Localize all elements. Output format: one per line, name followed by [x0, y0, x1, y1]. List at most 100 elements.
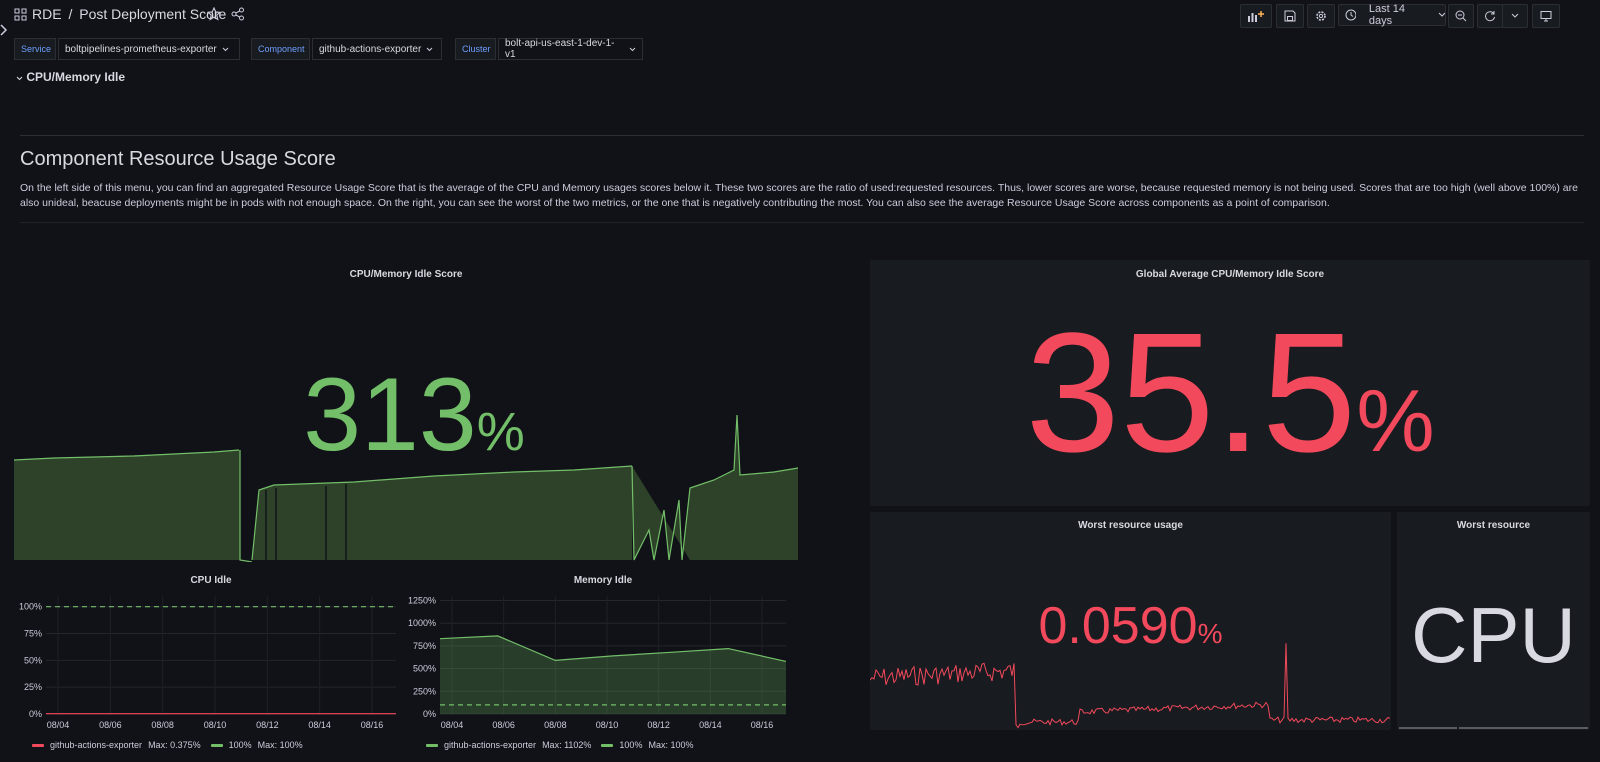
panel-title: Worst resource — [1456, 520, 1531, 531]
worst-resource-value: CPU — [1411, 591, 1576, 679]
y-tick-label: 1000% — [408, 618, 436, 628]
memory-idle-chart[interactable]: 0% 250% 500% 750% 1000% 1250% 08/04 08/06 08/08 0… — [408, 588, 798, 736]
star-icon[interactable] — [207, 7, 221, 21]
chevron-down-icon — [1438, 12, 1445, 17]
idle-score-value: 313 — [303, 357, 477, 473]
legend-series-stat: Max: 100% — [257, 740, 303, 750]
refresh-button[interactable] — [1477, 4, 1503, 28]
gear-icon — [1316, 11, 1326, 21]
x-tick-label: 08/06 — [99, 720, 122, 730]
y-tick-label: 100% — [19, 602, 42, 612]
breadcrumb-app[interactable]: RDE — [32, 6, 62, 22]
legend-series-name[interactable]: 100% — [619, 740, 643, 750]
legend-swatch — [32, 743, 44, 747]
time-picker-button[interactable]: Last 14 days — [1338, 3, 1446, 27]
legend-series-name[interactable]: github-actions-exporter — [444, 740, 537, 750]
worst-resource-bar — [1399, 727, 1457, 729]
y-tick-label: 50% — [24, 655, 42, 665]
x-tick-label: 08/10 — [596, 720, 619, 730]
global-average-value: 35.5 — [1025, 298, 1357, 488]
x-tick-label: 08/10 — [204, 720, 227, 730]
x-tick-label: 08/12 — [256, 720, 279, 730]
chevron-down-icon — [222, 47, 229, 51]
save-icon — [1284, 10, 1296, 22]
legend-series-stat: Max: 100% — [648, 740, 694, 750]
cpu-idle-panel[interactable]: CPU Idle 0% 25% 50% 75% 100% 08/04 08/06 08/08 0… — [14, 568, 408, 758]
variable-label-cluster: Cluster — [455, 38, 496, 60]
idle-score-unit: % — [476, 402, 525, 462]
row-title: CPU/Memory Idle — [26, 70, 126, 84]
global-average-stat: 35.5% — [870, 300, 1590, 486]
y-tick-label: 1250% — [408, 596, 436, 606]
chevron-down-icon — [629, 47, 636, 51]
worst-usage-panel[interactable]: Worst resource usage 0.0590% — [870, 512, 1391, 730]
chevron-down-icon — [1511, 13, 1519, 18]
save-dashboard-button[interactable] — [1276, 4, 1304, 28]
row-header[interactable]: CPU/Memory Idle — [16, 70, 125, 84]
x-tick-label: 08/16 — [751, 720, 774, 730]
clock-icon — [1345, 9, 1356, 21]
cpu-idle-chart[interactable]: 0% 25% 50% 75% 100% 08/04 08/06 08/08 08/10 08/12… — [14, 588, 408, 736]
worst-resource-panel[interactable]: Worst resource CPU — [1397, 512, 1590, 730]
variable-select-component[interactable]: github-actions-exporter — [312, 38, 442, 60]
x-tick-label: 08/08 — [544, 720, 567, 730]
x-tick-label: 08/04 — [47, 720, 70, 730]
legend-swatch — [601, 743, 614, 747]
breadcrumb-separator: / — [68, 6, 73, 22]
share-icon[interactable] — [231, 7, 245, 21]
memory-idle-panel[interactable]: Memory Idle 0% 250% 500% 750% 1000% 1250% 08/0… — [408, 568, 798, 758]
variable-label-service: Service — [14, 38, 56, 60]
add-panel-icon — [1248, 11, 1264, 22]
apps-grid-icon[interactable] — [14, 8, 27, 21]
side-expand-icon[interactable] — [0, 24, 8, 36]
y-tick-label: 750% — [413, 641, 436, 651]
x-tick-label: 08/06 — [492, 720, 515, 730]
x-tick-label: 08/04 — [441, 720, 464, 730]
worst-resource-bar — [1459, 727, 1588, 729]
legend-series-name[interactable]: 100% — [228, 740, 252, 750]
text-panel-body: On the left side of this menu, you can f… — [20, 182, 1578, 209]
legend-swatch — [426, 743, 438, 747]
series-line — [439, 635, 787, 662]
zoom-out-icon — [1455, 10, 1467, 22]
legend-series-name[interactable]: github-actions-exporter — [50, 740, 143, 750]
divider — [20, 135, 1584, 136]
zoom-out-button[interactable] — [1448, 4, 1474, 28]
variable-select-cluster[interactable]: bolt-api-us-east-1-dev-1-v1 — [498, 38, 643, 60]
worst-usage-stat: 0.0590% — [870, 596, 1391, 656]
panel-title: Worst resource usage — [1078, 520, 1183, 531]
panel-title: Global Average CPU/Memory Idle Score — [1135, 269, 1325, 280]
worst-usage-unit: % — [1197, 618, 1223, 649]
x-tick-label: 08/14 — [699, 720, 722, 730]
x-tick-label: 08/08 — [151, 720, 174, 730]
idle-score-sparkline — [14, 414, 798, 562]
chevron-down-icon — [426, 47, 433, 51]
time-range-label: Last 14 days — [1368, 3, 1406, 27]
cpu-idle-legend: github-actions-exporter Max: 0.375% 100%… — [32, 740, 303, 750]
y-tick-label: 25% — [24, 682, 42, 692]
panel-title: CPU/Memory Idle Score — [349, 269, 463, 280]
worst-usage-value: 0.0590 — [1038, 597, 1198, 655]
x-tick-label: 08/16 — [361, 720, 384, 730]
variable-select-service[interactable]: boltpipelines-prometheus-exporter — [58, 38, 240, 60]
variable-value-component: github-actions-exporter — [319, 43, 422, 55]
monitor-icon — [1540, 11, 1552, 22]
tv-mode-button[interactable] — [1532, 4, 1560, 28]
dashboard-title[interactable]: Post Deployment Score — [79, 6, 227, 22]
add-panel-button[interactable] — [1240, 4, 1272, 28]
memory-idle-legend: github-actions-exporter Max: 1102% 100% … — [426, 740, 693, 750]
breadcrumb: RDE / Post Deployment Score — [32, 6, 226, 22]
x-tick-label: 08/12 — [647, 720, 670, 730]
chevron-down-icon — [16, 76, 23, 81]
variable-label-component: Component — [251, 38, 310, 60]
y-tick-label: 0% — [29, 709, 42, 719]
refresh-interval-button[interactable] — [1502, 4, 1528, 28]
global-average-unit: % — [1356, 371, 1435, 470]
worst-usage-sparkline — [870, 643, 1391, 729]
settings-button[interactable] — [1307, 4, 1335, 28]
variable-value-service: boltpipelines-prometheus-exporter — [65, 43, 217, 55]
series-area — [440, 635, 786, 714]
panel-title: Memory Idle — [573, 575, 633, 586]
global-average-panel[interactable]: Global Average CPU/Memory Idle Score 35.… — [870, 260, 1590, 506]
idle-score-panel[interactable]: CPU/Memory Idle Score 313% — [14, 260, 798, 562]
